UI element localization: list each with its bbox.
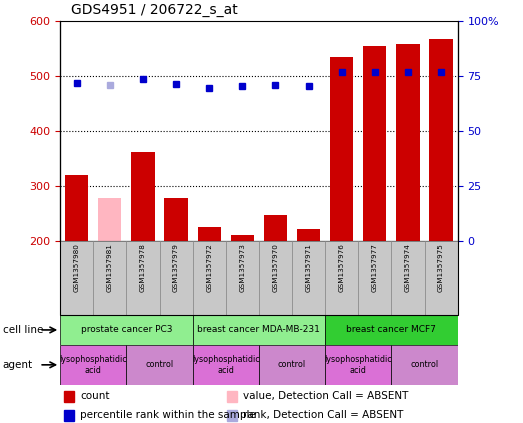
Bar xyxy=(198,228,221,241)
Text: control: control xyxy=(411,360,439,369)
Bar xyxy=(363,46,386,241)
FancyBboxPatch shape xyxy=(325,315,458,345)
Text: GSM1357971: GSM1357971 xyxy=(305,243,312,292)
Text: agent: agent xyxy=(3,360,33,370)
FancyBboxPatch shape xyxy=(60,241,93,315)
Text: lysophosphatidic
acid: lysophosphatidic acid xyxy=(324,355,392,374)
FancyBboxPatch shape xyxy=(127,241,160,315)
Text: GSM1357977: GSM1357977 xyxy=(372,243,378,292)
Bar xyxy=(227,391,237,402)
Text: GDS4951 / 206722_s_at: GDS4951 / 206722_s_at xyxy=(71,3,237,17)
Bar xyxy=(264,215,287,241)
FancyBboxPatch shape xyxy=(60,315,192,345)
Text: breast cancer MCF7: breast cancer MCF7 xyxy=(346,325,436,335)
FancyBboxPatch shape xyxy=(192,315,325,345)
FancyBboxPatch shape xyxy=(160,241,192,315)
Text: GSM1357973: GSM1357973 xyxy=(240,243,245,292)
Text: lysophosphatidic
acid: lysophosphatidic acid xyxy=(192,355,259,374)
Bar xyxy=(227,409,237,421)
Text: GSM1357980: GSM1357980 xyxy=(74,243,79,292)
Text: GSM1357978: GSM1357978 xyxy=(140,243,146,292)
Text: rank, Detection Call = ABSENT: rank, Detection Call = ABSENT xyxy=(243,410,403,420)
FancyBboxPatch shape xyxy=(127,345,192,385)
Bar xyxy=(64,409,74,421)
FancyBboxPatch shape xyxy=(60,345,127,385)
Text: GSM1357972: GSM1357972 xyxy=(206,243,212,292)
Text: GSM1357981: GSM1357981 xyxy=(107,243,113,292)
FancyBboxPatch shape xyxy=(226,241,259,315)
Bar xyxy=(231,234,254,241)
Text: breast cancer MDA-MB-231: breast cancer MDA-MB-231 xyxy=(198,325,320,335)
FancyBboxPatch shape xyxy=(325,345,391,385)
Text: value, Detection Call = ABSENT: value, Detection Call = ABSENT xyxy=(243,391,408,401)
Text: GSM1357975: GSM1357975 xyxy=(438,243,444,292)
FancyBboxPatch shape xyxy=(425,241,458,315)
FancyBboxPatch shape xyxy=(93,241,127,315)
Text: GSM1357976: GSM1357976 xyxy=(339,243,345,292)
Text: control: control xyxy=(278,360,306,369)
FancyBboxPatch shape xyxy=(192,345,259,385)
Bar xyxy=(396,44,419,241)
FancyBboxPatch shape xyxy=(391,345,458,385)
Text: prostate cancer PC3: prostate cancer PC3 xyxy=(81,325,172,335)
FancyBboxPatch shape xyxy=(192,241,226,315)
Bar xyxy=(164,198,188,241)
Text: count: count xyxy=(80,391,109,401)
Text: lysophosphatidic
acid: lysophosphatidic acid xyxy=(60,355,127,374)
Text: control: control xyxy=(145,360,174,369)
Bar xyxy=(65,175,88,241)
Text: percentile rank within the sample: percentile rank within the sample xyxy=(80,410,256,420)
Bar xyxy=(429,39,453,241)
Text: GSM1357974: GSM1357974 xyxy=(405,243,411,292)
Text: GSM1357970: GSM1357970 xyxy=(272,243,278,292)
Bar xyxy=(297,229,320,241)
FancyBboxPatch shape xyxy=(292,241,325,315)
Bar xyxy=(64,391,74,402)
Bar xyxy=(98,198,121,241)
FancyBboxPatch shape xyxy=(259,345,325,385)
FancyBboxPatch shape xyxy=(325,241,358,315)
FancyBboxPatch shape xyxy=(358,241,391,315)
Bar xyxy=(131,152,155,241)
FancyBboxPatch shape xyxy=(391,241,425,315)
Text: GSM1357979: GSM1357979 xyxy=(173,243,179,292)
Text: cell line: cell line xyxy=(3,325,43,335)
FancyBboxPatch shape xyxy=(259,241,292,315)
Bar xyxy=(330,57,354,241)
